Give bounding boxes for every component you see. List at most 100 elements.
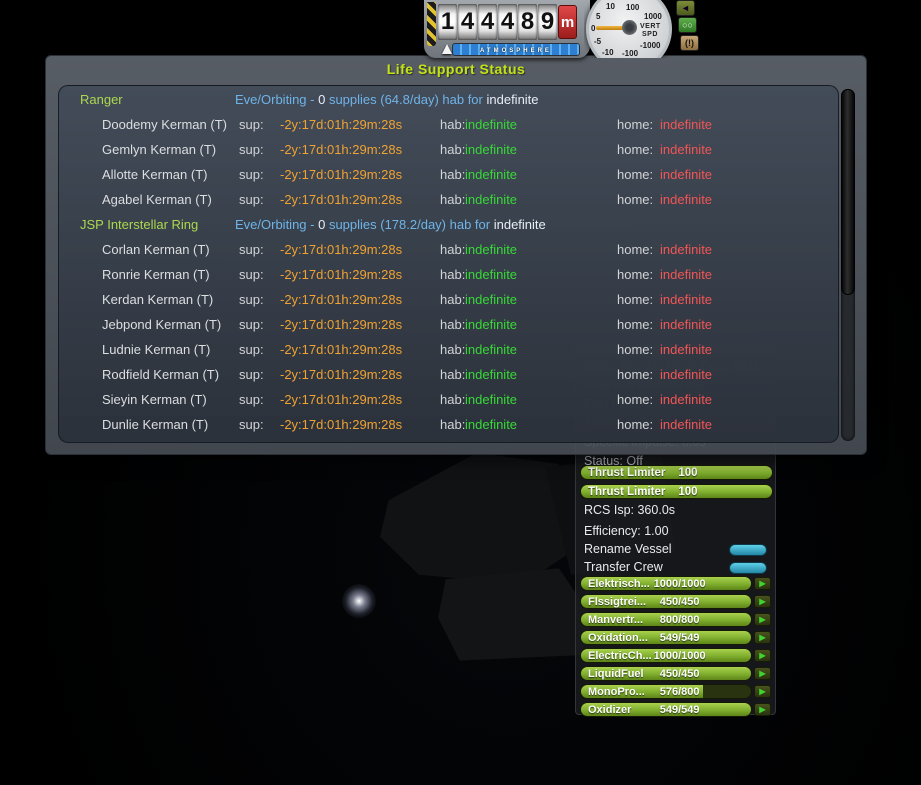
home-label: home: [617, 317, 654, 332]
home-value: indefinite [660, 242, 713, 257]
flow-toggle-icon[interactable]: ▶ [754, 613, 771, 626]
crew-row: Ronrie Kerman (T) sup: -2y:17d:01h:29m:2… [59, 267, 838, 287]
crew-name: Kerdan Kerman (T) [102, 292, 214, 307]
ports-button[interactable]: ○○ [678, 17, 697, 33]
hab-value: indefinite [465, 142, 518, 157]
resource-value: 450/450 [659, 596, 700, 608]
resource-name: Oxidizer [588, 704, 632, 716]
resource-row: Manvertr... 800/800 ▶ [576, 612, 775, 629]
vessel-name: Ranger [80, 92, 123, 107]
vertical-speed-gauge: 10 5 0 -5 -10 100 1000 VERT SPD -1000 -1… [584, 0, 676, 58]
home-value: indefinite [660, 317, 713, 332]
resource-value: 800/800 [659, 614, 700, 626]
thrust-limiter-slider-2[interactable]: Thrust Limiter 100 [580, 484, 773, 499]
sup-value: -2y:17d:01h:29m:28s [280, 142, 403, 157]
resource-fill [581, 685, 704, 698]
altimeter-digit: 4 [458, 4, 477, 40]
transfer-crew-button[interactable] [729, 562, 767, 574]
crew-name: Ronrie Kerman (T) [102, 267, 210, 282]
scrollbar-track[interactable] [841, 89, 855, 441]
sup-value: -2y:17d:01h:29m:28s [280, 417, 403, 432]
window-title[interactable]: Life Support Status [386, 61, 526, 77]
home-label: home: [617, 367, 654, 382]
home-label: home: [617, 142, 654, 157]
altimeter-unit-badge: m [558, 5, 577, 39]
home-value: indefinite [660, 192, 713, 207]
vsi-inner-label: 100 [626, 3, 640, 12]
flow-toggle-icon[interactable]: ▶ [754, 577, 771, 590]
flow-toggle-icon[interactable]: ▶ [754, 595, 771, 608]
resource-name: Elektrisch... [588, 578, 650, 590]
resource-row: ElectricCh... 1000/1000 ▶ [576, 648, 775, 665]
crew-name: Dunlie Kerman (T) [102, 417, 209, 432]
sup-label: sup: [239, 367, 264, 382]
sup-value: -2y:17d:01h:29m:28s [280, 317, 403, 332]
hab-label: hab: [440, 192, 466, 207]
flow-toggle-icon[interactable]: ▶ [754, 649, 771, 662]
alert-button[interactable]: (!) [680, 35, 699, 51]
resource-bar-liquidfuel-de: Flssigtrei... 450/450 [580, 594, 752, 609]
sup-label: sup: [239, 417, 264, 432]
atmosphere-label: ATMOSPHERE [480, 48, 552, 54]
home-value: indefinite [660, 292, 713, 307]
resource-row: MonoPro... 576/800 ▶ [576, 684, 775, 701]
slider-label: Thrust Limiter [588, 486, 666, 498]
vsi-inner-label: 1000 [644, 12, 662, 21]
vessel-supplies: 0 [318, 92, 326, 107]
crew-row: Kerdan Kerman (T) sup: -2y:17d:01h:29m:2… [59, 292, 838, 312]
home-label: home: [617, 117, 654, 132]
lever-icon: ◄ [681, 3, 690, 13]
sup-label: sup: [239, 192, 264, 207]
sup-label: sup: [239, 117, 264, 132]
altimeter-digits: 1 4 4 4 8 9 m [438, 4, 577, 40]
home-label: home: [617, 292, 654, 307]
crew-name: Agabel Kerman (T) [102, 192, 212, 207]
crew-name: Rodfield Kerman (T) [102, 367, 220, 382]
vessel-rate: supplies (64.8/day) hab for [325, 92, 487, 107]
resource-row: Elektrisch... 1000/1000 ▶ [576, 576, 775, 593]
flow-toggle-icon[interactable]: ▶ [754, 703, 771, 716]
hab-value: indefinite [465, 192, 518, 207]
vsi-tick: 5 [596, 12, 601, 21]
starfield [10, 10, 12, 12]
life-support-window: Life Support Status Ranger Eve/Orbiting … [45, 55, 867, 455]
vessel-group-header: Ranger Eve/Orbiting - 0 supplies (64.8/d… [59, 92, 838, 112]
vsi-hub-icon [622, 20, 637, 35]
flow-toggle-icon[interactable]: ▶ [754, 631, 771, 644]
rename-vessel-button[interactable] [729, 544, 767, 556]
flow-toggle-icon[interactable]: ▶ [754, 685, 771, 698]
vsi-tick: 10 [606, 2, 615, 11]
resource-value: 450/450 [659, 668, 700, 680]
crew-name: Sieyin Kerman (T) [102, 392, 207, 407]
home-value: indefinite [660, 142, 713, 157]
atmosphere-gauge-fill [453, 44, 579, 55]
altimeter-digit: 4 [478, 4, 497, 40]
crew-row: Doodemy Kerman (T) sup: -2y:17d:01h:29m:… [59, 117, 838, 137]
crew-row: Allotte Kerman (T) sup: -2y:17d:01h:29m:… [59, 167, 838, 187]
home-value: indefinite [660, 417, 713, 432]
vessel-silhouette-lower [438, 568, 593, 661]
sup-label: sup: [239, 242, 264, 257]
slider-fill [581, 485, 772, 498]
crew-name: Corlan Kerman (T) [102, 242, 210, 257]
flow-toggle-icon[interactable]: ▶ [754, 667, 771, 680]
resource-value: 549/549 [659, 632, 700, 644]
resource-name: Manvertr... [588, 614, 644, 626]
transfer-crew-label: Transfer Crew [584, 560, 663, 574]
crew-row: Gemlyn Kerman (T) sup: -2y:17d:01h:29m:2… [59, 142, 838, 162]
vessel-summary: Eve/Orbiting - 0 supplies (178.2/day) ha… [235, 217, 546, 232]
slider-value: 100 [678, 486, 698, 498]
altimeter-panel: 1 4 4 4 8 9 m ATMOSPHERE [424, 0, 590, 58]
sup-label: sup: [239, 292, 264, 307]
thrust-limiter-slider[interactable]: Thrust Limiter 100 [580, 465, 773, 480]
resource-fill [581, 631, 751, 644]
resource-bar-electric-charge: ElectricCh... 1000/1000 [580, 648, 752, 663]
sup-value: -2y:17d:01h:29m:28s [280, 242, 403, 257]
home-value: indefinite [660, 117, 713, 132]
vessel-supplies: 0 [318, 217, 326, 232]
resource-value: 1000/1000 [653, 650, 706, 662]
crew-row: Corlan Kerman (T) sup: -2y:17d:01h:29m:2… [59, 242, 838, 262]
lever-button[interactable]: ◄ [676, 0, 695, 16]
scrollbar-handle[interactable] [841, 89, 855, 295]
resource-fill [581, 577, 751, 590]
